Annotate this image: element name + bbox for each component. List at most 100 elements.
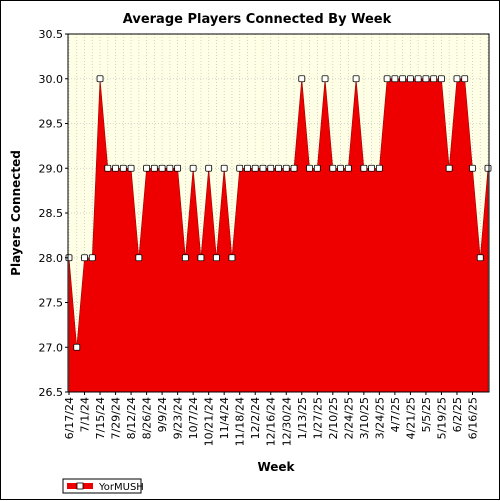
data-point	[399, 75, 407, 83]
data-point	[438, 75, 445, 83]
x-tick-label: 9/23/24	[172, 397, 185, 439]
legend: YorMUSH	[62, 478, 144, 494]
data-point	[96, 75, 104, 83]
data-point	[430, 75, 438, 83]
x-tick-label: 1/13/25	[296, 397, 309, 439]
x-tick-label: 8/12/24	[125, 397, 138, 439]
data-point	[88, 254, 96, 262]
data-point	[306, 164, 313, 172]
data-point	[391, 75, 399, 83]
data-point	[236, 164, 244, 172]
x-tick-label: 10/7/24	[187, 397, 200, 439]
x-tick-label: 12/16/24	[265, 397, 278, 446]
data-point	[484, 164, 492, 172]
x-tick-label: 6/2/25	[451, 397, 464, 432]
y-tick-label: 27.5	[39, 297, 64, 310]
y-axis-ticks: 26.5 27.0 27.5 28.0 28.5 29.0 29.5 30.0 30.5	[39, 28, 68, 399]
x-axis-label: Week	[257, 460, 295, 474]
data-point	[220, 164, 228, 172]
data-point	[189, 164, 197, 172]
x-tick-label: 12/2/24	[249, 397, 262, 439]
series-area-fill	[68, 78, 489, 393]
data-point	[181, 254, 189, 262]
data-point	[197, 254, 205, 262]
data-point	[422, 75, 430, 83]
data-point	[81, 254, 88, 262]
data-point	[383, 75, 391, 83]
x-tick-label: 9/9/24	[156, 397, 169, 432]
x-tick-label: 2/10/25	[327, 397, 340, 439]
y-tick-label: 29.5	[39, 118, 64, 131]
data-point	[461, 75, 469, 83]
x-tick-label: 11/18/24	[234, 397, 247, 446]
x-tick-label: 7/29/24	[110, 397, 123, 439]
x-tick-label: 7/15/24	[94, 397, 107, 439]
data-point	[267, 164, 275, 172]
y-tick-label: 30.0	[39, 73, 64, 86]
x-tick-label: 1/27/25	[311, 397, 324, 439]
data-point	[344, 164, 352, 172]
y-tick-label: 27.0	[39, 341, 64, 354]
data-point	[375, 164, 383, 172]
x-tick-label: 3/24/25	[373, 397, 386, 439]
x-tick-label: 5/5/25	[420, 397, 433, 432]
y-tick-label: 26.5	[39, 386, 64, 399]
series-markers	[65, 75, 492, 351]
data-point	[127, 164, 135, 172]
x-tick-label: 4/21/25	[404, 397, 417, 439]
data-point	[290, 164, 298, 172]
data-point	[298, 75, 306, 83]
chart-title: Average Players Connected By Week	[123, 12, 392, 27]
data-point	[158, 164, 166, 172]
data-point	[119, 164, 127, 172]
series-area	[68, 78, 489, 393]
data-point	[73, 343, 81, 351]
data-point	[143, 164, 150, 172]
data-point	[407, 75, 414, 83]
data-point	[174, 164, 182, 172]
y-tick-label: 28.0	[39, 252, 64, 265]
data-point	[469, 164, 476, 172]
y-tick-label: 30.5	[39, 28, 64, 41]
data-point	[213, 254, 220, 262]
data-point	[228, 254, 236, 262]
data-point	[414, 75, 422, 83]
data-point	[352, 75, 360, 83]
data-point	[135, 254, 143, 262]
x-tick-label: 6/16/25	[466, 397, 479, 439]
data-point	[244, 164, 251, 172]
data-point	[445, 164, 453, 172]
legend-label: YorMUSH	[98, 482, 144, 493]
data-point	[321, 75, 329, 83]
y-axis-label: Players Connected	[9, 150, 23, 276]
data-point	[329, 164, 337, 172]
x-tick-label: 4/7/25	[389, 397, 402, 432]
data-point	[313, 164, 321, 172]
data-point	[166, 164, 174, 172]
x-tick-label: 7/1/24	[79, 397, 92, 432]
data-point	[205, 164, 213, 172]
data-point	[150, 164, 158, 172]
data-point	[282, 164, 290, 172]
x-tick-label: 10/21/24	[203, 397, 216, 446]
data-point	[368, 164, 376, 172]
x-tick-label: 8/26/24	[141, 397, 154, 439]
x-tick-label: 11/4/24	[218, 397, 231, 439]
legend-marker-icon	[76, 482, 84, 490]
data-point	[259, 164, 267, 172]
x-axis-ticks: 6/17/24 7/1/24 7/15/24 7/29/24 8/12/24 8/26/2…	[63, 392, 479, 446]
data-point	[337, 164, 344, 172]
data-point	[275, 164, 282, 172]
x-tick-label: 6/17/24	[63, 397, 76, 439]
data-point	[104, 164, 112, 172]
y-tick-label: 28.5	[39, 207, 64, 220]
x-tick-label: 5/19/25	[435, 397, 448, 439]
x-tick-label: 12/30/24	[280, 397, 293, 446]
data-point	[112, 164, 119, 172]
x-tick-label: 2/24/25	[342, 397, 355, 439]
data-point	[476, 254, 484, 262]
legend-box	[62, 478, 142, 494]
data-point	[251, 164, 259, 172]
